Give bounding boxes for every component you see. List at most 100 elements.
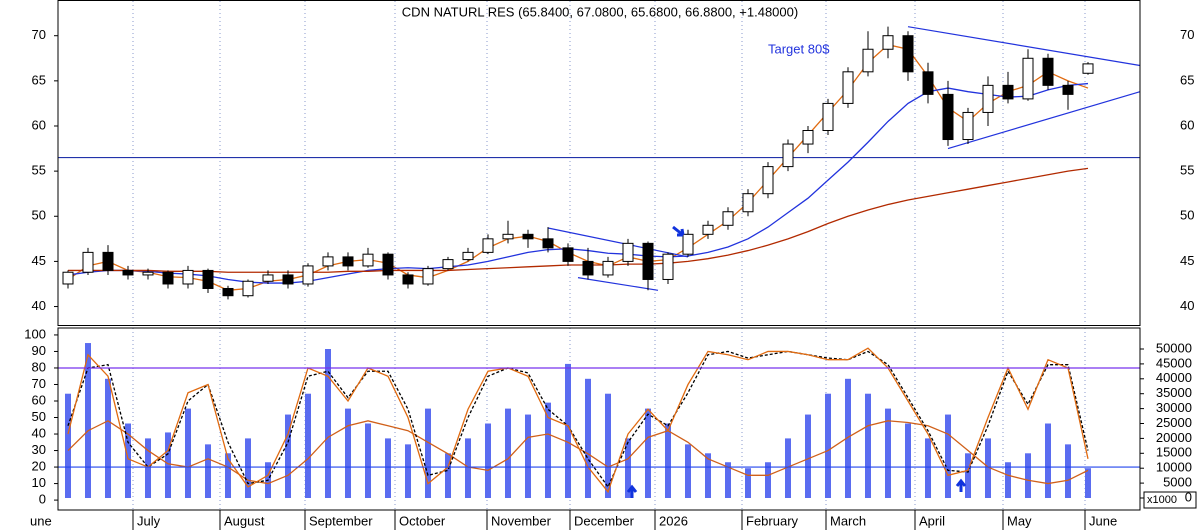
volume-bar [765,462,771,499]
candle-body [982,84,994,113]
candle-body [202,269,214,289]
series-line [67,347,1089,494]
candle-body [962,111,974,141]
y-tick-label: 60 [32,392,46,407]
candle-body [562,247,574,262]
y-tick-label: 70 [1180,27,1194,42]
candle-body [582,260,594,276]
candle-body [882,35,894,50]
candle-body [622,242,634,262]
volume-bar [445,453,451,499]
volume-bar [325,349,331,499]
volume-bar [1005,462,1011,499]
y2-tick-label: 45000 [1156,355,1192,370]
volume-bar [925,438,931,499]
candle-body [342,256,354,267]
volume-bar [665,423,671,499]
volume-bar [985,438,991,499]
arrow-icon [672,225,685,237]
candle-body [242,280,254,297]
candle-body [662,253,674,280]
candle-body [162,271,174,285]
x-tick-label: August [224,513,265,528]
y-tick-label: 40 [32,425,46,440]
candle-body [102,251,114,271]
y2-tick-label: 25000 [1156,415,1192,430]
volume-bar [405,444,411,499]
y2-tick-label: 35000 [1156,385,1192,400]
volume-bar [85,343,91,499]
candle-body [222,287,234,297]
y-tick-label: 70 [32,376,46,391]
y2-tick-label: 20000 [1156,430,1192,445]
x-tick-label: April [919,513,945,528]
y2-tick-label: 40000 [1156,370,1192,385]
volume-bar [885,408,891,499]
y-tick-label: 0 [39,492,46,507]
volume-bar [585,378,591,499]
volume-bar [865,393,871,499]
candle-body [922,71,934,95]
candle-body [942,93,954,141]
volume-bar [205,444,211,499]
x-tick-label: May [1007,513,1032,528]
y-tick-label: 55 [1180,163,1194,178]
volume-bar [905,423,911,499]
candle-body [362,253,374,267]
volume-bar [785,438,791,499]
x-tick-label: 2026 [659,513,688,528]
volume-bar [1085,468,1091,499]
annotation: Target 80$ [768,41,830,56]
candle-body [122,269,134,276]
x-tick-label: March [830,513,866,528]
series-line [67,350,1089,489]
volume-bar [125,423,131,499]
volume-bar [565,363,571,499]
candle-body [462,251,474,261]
y-tick-label: 80 [32,359,46,374]
volume-bar [285,414,291,499]
candle-body [782,143,794,168]
volume-bar [1065,444,1071,499]
y-tick-label: 10 [32,475,46,490]
volume-bar [465,438,471,499]
candle-body [842,71,854,104]
candle-body [382,253,394,276]
y-tick-label: 45 [32,253,46,268]
unit-label: x1000 [1147,494,1177,506]
chart-title: CDN NATURL RES (65.8400, 67.0800, 65.680… [402,4,798,19]
candle-body [142,271,154,276]
price-panel-frame [57,0,1141,326]
x-tick-label: July [137,513,161,528]
volume-bar [345,408,351,499]
candle-body [762,166,774,195]
volume-bar [705,453,711,499]
x-tick-label: November [491,513,552,528]
trend-line [547,227,689,258]
volume-bar [485,423,491,499]
volume-bar [685,444,691,499]
y-tick-label: 20 [32,458,46,473]
x-tick-label: June [1089,513,1117,528]
y-tick-label: 65 [1180,72,1194,87]
y-tick-label: 90 [32,343,46,358]
volume-bar [385,438,391,499]
series-line [67,44,1089,291]
y-tick-label: 50 [32,208,46,223]
y2-tick-label: 5000 [1163,475,1192,490]
y-tick-label: 70 [32,27,46,42]
y2-tick-label: 15000 [1156,445,1192,460]
volume-bar [1045,423,1051,499]
volume-bar [525,414,531,499]
candle-body [1062,84,1074,95]
x-tick-label: une [30,513,52,528]
candle-body [502,233,514,240]
arrow-icon [955,478,967,492]
y2-tick-label: 0 [1185,489,1192,504]
y2-tick-label: 30000 [1156,400,1192,415]
volume-bar [65,393,71,499]
y-tick-label: 40 [32,298,46,313]
y-tick-label: 100 [24,326,46,341]
candle-body [1022,57,1034,100]
